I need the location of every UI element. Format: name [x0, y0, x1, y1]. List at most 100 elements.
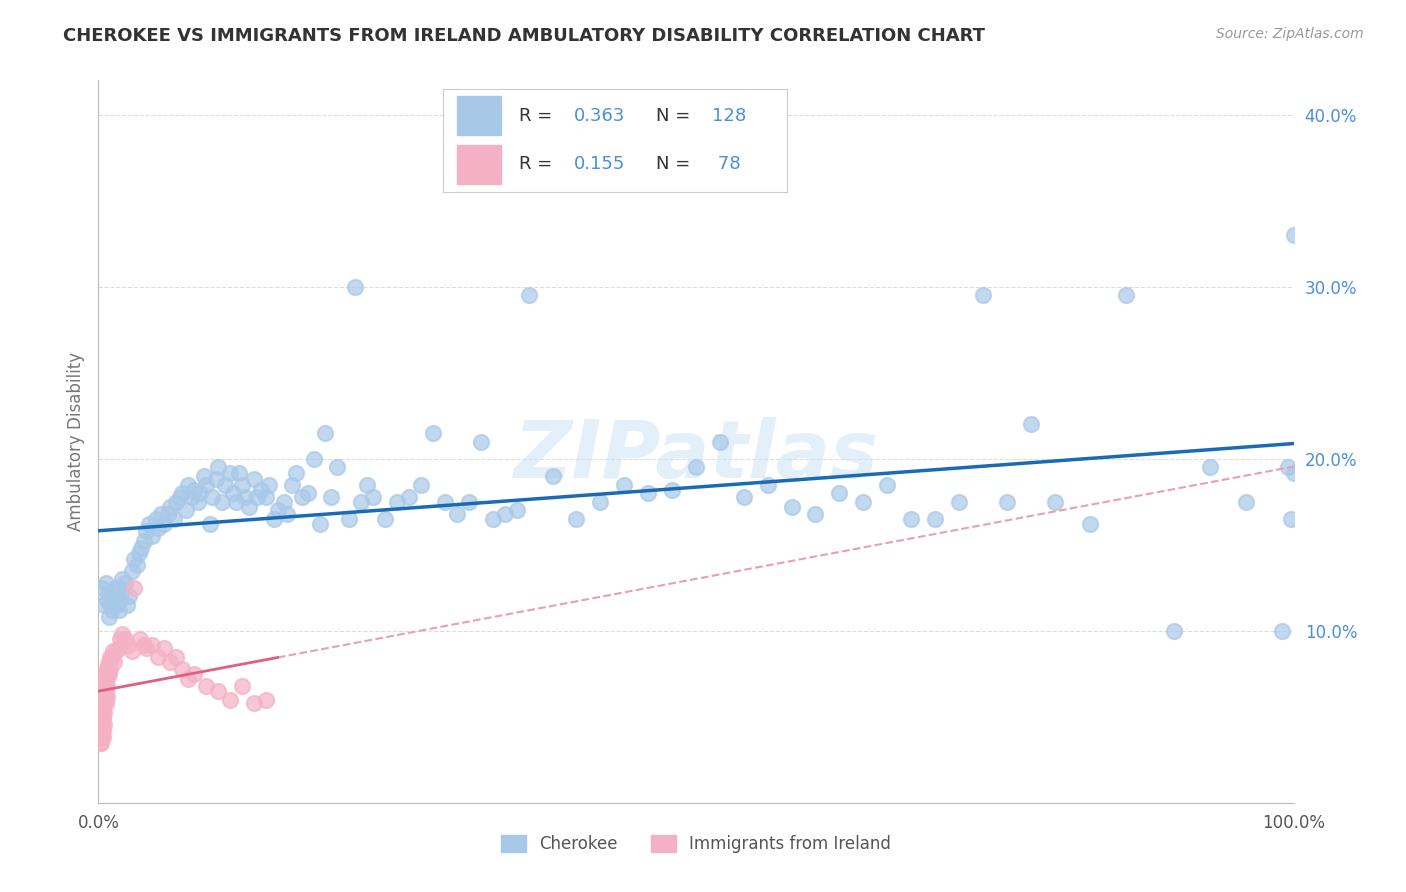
Point	[135, 640, 157, 655]
Point	[398, 490, 420, 504]
Point	[924, 512, 946, 526]
Point	[94, 692, 117, 706]
Point	[172, 662, 194, 676]
Point	[128, 546, 150, 560]
Point	[177, 477, 200, 491]
Point	[141, 529, 163, 543]
Point	[238, 500, 260, 514]
Point	[93, 672, 115, 686]
Point	[259, 477, 281, 491]
Point	[207, 460, 229, 475]
Text: Source: ZipAtlas.com: Source: ZipAtlas.com	[1216, 27, 1364, 41]
Point	[876, 477, 898, 491]
Point	[198, 517, 221, 532]
Point	[121, 564, 143, 578]
Point	[267, 503, 290, 517]
Text: 78: 78	[711, 155, 740, 173]
Point	[565, 512, 588, 526]
Point	[637, 486, 659, 500]
Point	[180, 490, 202, 504]
Point	[326, 460, 349, 475]
Point	[117, 638, 139, 652]
Point	[344, 279, 367, 293]
Point	[97, 586, 120, 600]
Point	[89, 710, 111, 724]
Point	[100, 603, 122, 617]
Point	[302, 451, 325, 466]
Point	[193, 469, 215, 483]
Point	[187, 494, 209, 508]
Point	[96, 689, 118, 703]
Bar	[457, 96, 502, 136]
Point	[1043, 494, 1066, 508]
Point	[733, 490, 755, 504]
Point	[363, 490, 385, 504]
Point	[89, 723, 111, 738]
Point	[96, 662, 118, 676]
Point	[1080, 517, 1102, 532]
Point	[98, 598, 122, 612]
Point	[100, 649, 122, 664]
Point	[315, 425, 337, 440]
Point	[159, 655, 181, 669]
Point	[90, 735, 112, 749]
Point	[188, 486, 211, 500]
Point	[494, 507, 516, 521]
Point	[470, 434, 492, 449]
Point	[972, 288, 994, 302]
Point	[284, 466, 307, 480]
Point	[297, 486, 319, 500]
Point	[97, 666, 120, 681]
Point	[103, 655, 125, 669]
Point	[263, 512, 285, 526]
Point	[589, 494, 612, 508]
Point	[756, 477, 779, 491]
Y-axis label: Ambulatory Disability: Ambulatory Disability	[66, 352, 84, 531]
Point	[214, 477, 236, 491]
Point	[153, 640, 176, 655]
Point	[97, 658, 120, 673]
Point	[246, 490, 269, 504]
Point	[114, 575, 136, 590]
Point	[91, 727, 114, 741]
Point	[135, 524, 157, 538]
Point	[148, 520, 170, 534]
Point	[91, 684, 114, 698]
Point	[201, 490, 224, 504]
Point	[114, 632, 136, 647]
Point	[165, 649, 187, 664]
Point	[132, 638, 155, 652]
Point	[89, 701, 111, 715]
Point	[446, 507, 468, 521]
Point	[159, 500, 181, 514]
Point	[273, 494, 295, 508]
Point	[91, 696, 114, 710]
Point	[91, 675, 114, 690]
Point	[276, 507, 298, 521]
Point	[804, 507, 827, 521]
Point	[98, 662, 122, 676]
Point	[613, 477, 636, 491]
Point	[339, 512, 361, 526]
Point	[94, 684, 117, 698]
Point	[281, 477, 304, 491]
Point	[1234, 494, 1257, 508]
Point	[124, 581, 146, 595]
Point	[195, 679, 218, 693]
Point	[1282, 466, 1305, 480]
Point	[91, 713, 114, 727]
Bar	[457, 145, 502, 184]
Text: R =: R =	[519, 107, 558, 125]
Point	[1271, 624, 1294, 638]
Point	[138, 517, 160, 532]
Point	[93, 706, 115, 721]
Point	[124, 551, 146, 566]
Point	[91, 581, 114, 595]
Point	[111, 572, 134, 586]
Point	[1279, 512, 1302, 526]
Point	[93, 598, 115, 612]
Point	[118, 590, 141, 604]
Point	[98, 649, 122, 664]
Point	[254, 692, 277, 706]
Point	[107, 581, 129, 595]
